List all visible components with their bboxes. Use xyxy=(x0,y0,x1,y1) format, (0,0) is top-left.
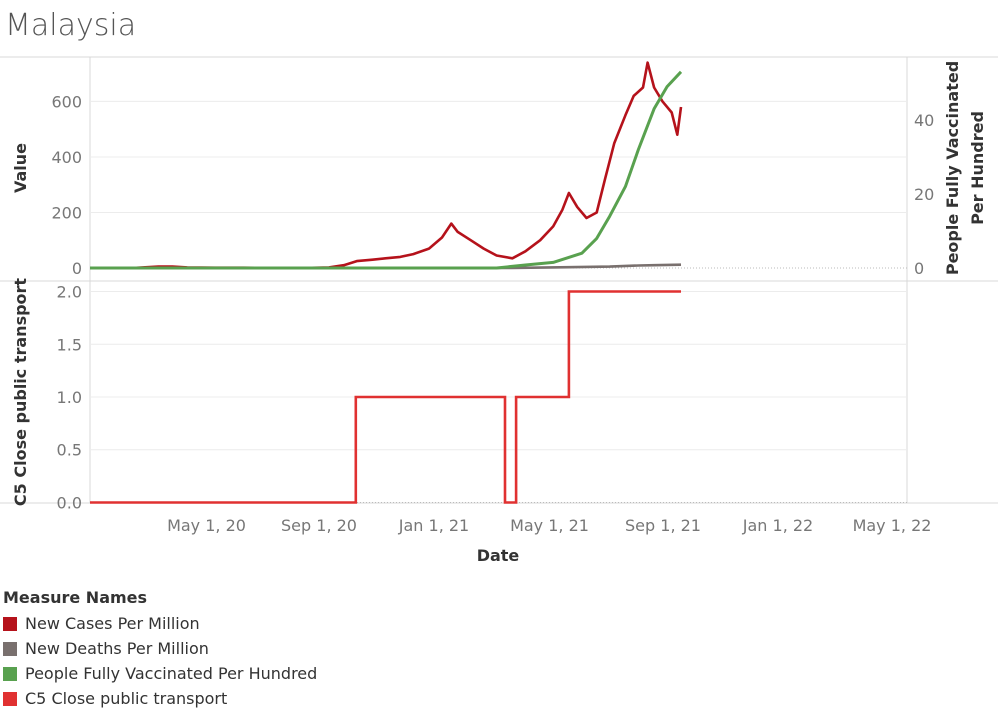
top-right-tick-labels: 0 20 40 xyxy=(914,111,934,278)
legend-swatch xyxy=(3,616,17,631)
legend-swatch xyxy=(3,691,17,706)
series-line-c5-close-public-transport xyxy=(90,290,681,504)
top-left-axis-title: Value xyxy=(11,143,30,193)
top-right-tick-label: 0 xyxy=(914,259,924,278)
x-tick-label: Jan 1, 21 xyxy=(398,516,469,535)
bottom-tick-label: 0.0 xyxy=(57,493,82,512)
top-panel-series xyxy=(89,61,683,270)
top-left-tick-label: 600 xyxy=(51,92,82,111)
right-axis-title-line1: People Fully Vaccinated xyxy=(943,61,962,275)
top-panel-gridlines xyxy=(90,100,907,269)
x-tick-label: Sep 1, 20 xyxy=(281,516,357,535)
legend-label: C5 Close public transport xyxy=(25,689,228,708)
legend-item: New Cases Per Million xyxy=(3,611,317,636)
x-tick-label: Jan 1, 22 xyxy=(742,516,813,535)
legend-item: New Deaths Per Million xyxy=(3,636,317,661)
bottom-tick-label: 2.0 xyxy=(57,283,82,302)
series-line-new-cases-per-million xyxy=(90,61,683,270)
legend-swatch xyxy=(3,666,17,681)
legend-item: People Fully Vaccinated Per Hundred xyxy=(3,661,317,686)
x-axis-title: Date xyxy=(477,546,520,565)
chart-title: Malaysia xyxy=(5,8,137,43)
top-left-tick-label: 200 xyxy=(51,203,82,222)
legend-label: New Cases Per Million xyxy=(25,614,200,633)
bottom-panel-series xyxy=(90,290,681,504)
bottom-tick-label: 1.0 xyxy=(57,388,82,407)
legend-label: People Fully Vaccinated Per Hundred xyxy=(25,664,318,683)
bottom-tick-label: 1.5 xyxy=(57,335,82,354)
chart-canvas: 0 200 400 600 0 20 40 0.0 0.5 1.0 1.5 2.0 May 1, … xyxy=(0,56,998,565)
right-axis-title-line2: Per Hundred xyxy=(968,111,987,225)
bottom-left-axis-title: C5 Close public transport xyxy=(11,278,30,507)
top-left-tick-labels: 0 200 400 600 xyxy=(51,92,82,278)
top-left-tick-label: 400 xyxy=(51,148,82,167)
x-tick-label: May 1, 22 xyxy=(853,516,932,535)
legend-items: New Cases Per Million New Deaths Per Mill… xyxy=(3,611,317,711)
legend: Measure Names New Cases Per Million New D… xyxy=(3,588,317,711)
x-tick-label: Sep 1, 21 xyxy=(625,516,701,535)
x-tick-labels: May 1, 20 Sep 1, 20 Jan 1, 21 May 1, 21 Sep … xyxy=(167,516,931,535)
bottom-tick-labels: 0.0 0.5 1.0 1.5 2.0 xyxy=(57,283,82,513)
top-left-tick-label: 0 xyxy=(72,259,82,278)
legend-swatch xyxy=(3,641,17,656)
top-right-tick-label: 20 xyxy=(914,185,934,204)
x-tick-label: May 1, 21 xyxy=(510,516,589,535)
legend-item: C5 Close public transport xyxy=(3,686,317,711)
top-right-tick-label: 40 xyxy=(914,111,934,130)
series-line-people-fully-vaccinated-per-hundred xyxy=(90,70,683,270)
x-tick-label: May 1, 20 xyxy=(167,516,246,535)
legend-title: Measure Names xyxy=(3,588,148,607)
bottom-tick-label: 0.5 xyxy=(57,441,82,460)
legend-label: New Deaths Per Million xyxy=(25,639,209,658)
